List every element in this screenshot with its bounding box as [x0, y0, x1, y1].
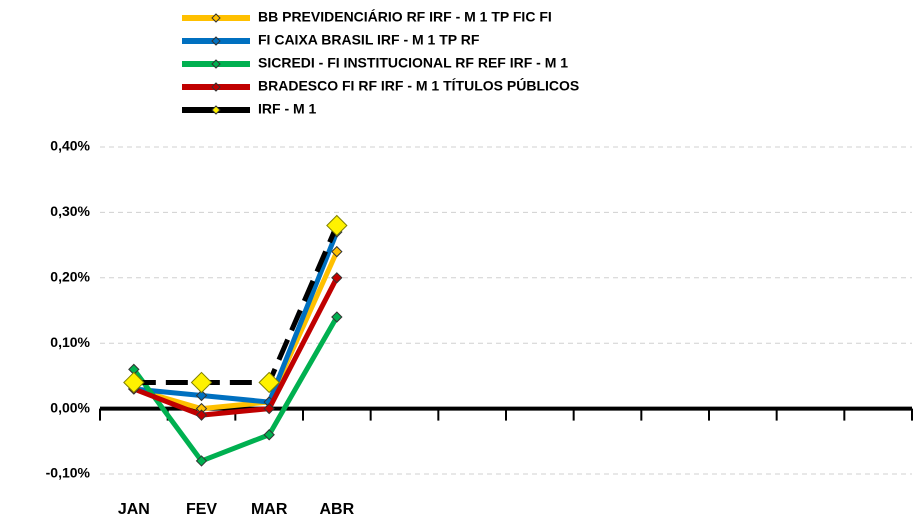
point-marker — [326, 214, 348, 237]
point-marker — [263, 429, 275, 441]
y-tick-label: 0,10% — [50, 334, 90, 350]
legend-label: SICREDI - FI INSTITUCIONAL RF REF IRF - … — [258, 55, 568, 71]
series-line — [133, 250, 340, 412]
legend-label: BB PREVIDENCIÁRIO RF IRF - M 1 TP FIC FI — [258, 9, 552, 25]
legend-label: BRADESCO FI RF IRF - M 1 TÍTULOS PÚBLICO… — [258, 77, 579, 94]
y-tick-label: 0,40% — [50, 138, 90, 154]
legend-marker — [211, 36, 221, 46]
series-line — [133, 224, 340, 385]
legend-label: IRF - M 1 — [258, 101, 317, 117]
y-tick-label: -0,10% — [46, 465, 91, 481]
x-tick-label: FEV — [186, 501, 217, 518]
point-marker — [331, 245, 343, 258]
x-tick-label: ABR — [319, 501, 354, 518]
series-line — [133, 231, 340, 405]
y-tick-label: 0,00% — [50, 399, 90, 415]
legend-marker — [211, 13, 221, 23]
point-marker — [123, 371, 145, 394]
legend-marker — [211, 82, 221, 92]
legend-marker — [211, 59, 221, 69]
x-tick-label: JAN — [118, 501, 150, 518]
legend-marker — [211, 105, 221, 115]
series-line — [132, 276, 340, 418]
point-marker — [331, 311, 343, 323]
y-tick-label: 0,20% — [50, 269, 90, 285]
point-marker — [195, 455, 208, 467]
point-marker — [263, 402, 275, 415]
point-marker — [331, 272, 343, 284]
series-line — [131, 315, 340, 464]
point-marker — [195, 389, 208, 402]
y-tick-label: 0,30% — [50, 203, 90, 219]
point-marker — [195, 409, 208, 421]
point-marker — [190, 371, 213, 394]
legend-label: FI CAIXA BRASIL IRF - M 1 TP RF — [258, 32, 480, 48]
point-marker — [258, 371, 280, 394]
x-tick-label: MAR — [251, 501, 288, 518]
